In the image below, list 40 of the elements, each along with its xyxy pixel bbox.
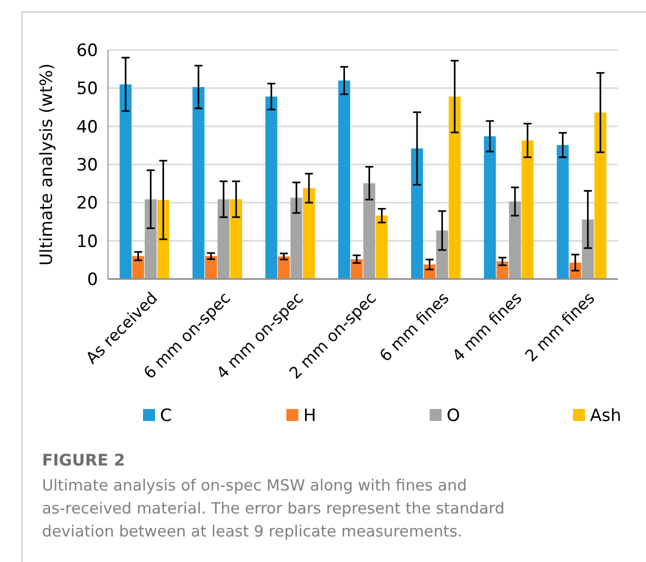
y-tick-label: 30 [76, 155, 98, 176]
bar [120, 84, 132, 279]
bar [218, 199, 230, 279]
bar [144, 199, 157, 279]
y-tick-label: 20 [76, 194, 98, 214]
bar [376, 216, 388, 279]
y-tick-label: 60 [76, 40, 98, 61]
bar [338, 80, 350, 279]
y-tick-label: 50 [76, 79, 98, 100]
bar [509, 202, 521, 279]
bar [436, 230, 448, 279]
bar [484, 136, 496, 279]
bar [556, 145, 569, 279]
y-tick-label: 10 [76, 232, 98, 252]
legend-label: O [446, 406, 460, 426]
bar [192, 87, 204, 279]
legend-label: C [160, 406, 172, 426]
bar [411, 148, 423, 279]
bar [350, 259, 363, 279]
text: Ultimate analysis of on-spec MSW along with fines and as-received material. The error bars represent the standard deviation between at least 9 replicate measurements. [42, 476, 505, 540]
bar [448, 96, 461, 279]
y-axis-title: Ultimate analysis (wt%) [37, 63, 57, 266]
bar [582, 219, 594, 279]
text: FIGURE 2 [42, 450, 125, 470]
bar [290, 198, 302, 279]
bar [303, 188, 315, 279]
legend-label: Ash [590, 406, 622, 426]
y-tick-label: 0 [87, 270, 98, 290]
legend-label: H [303, 406, 316, 426]
bar [132, 256, 144, 279]
bar [205, 256, 217, 279]
bar [157, 200, 170, 279]
bar [363, 183, 376, 279]
bar [265, 96, 278, 279]
y-tick-label: 40 [76, 117, 98, 138]
bar [496, 261, 508, 279]
bar [594, 112, 606, 279]
bar [230, 199, 242, 279]
bar [522, 140, 534, 279]
bar [278, 256, 290, 279]
